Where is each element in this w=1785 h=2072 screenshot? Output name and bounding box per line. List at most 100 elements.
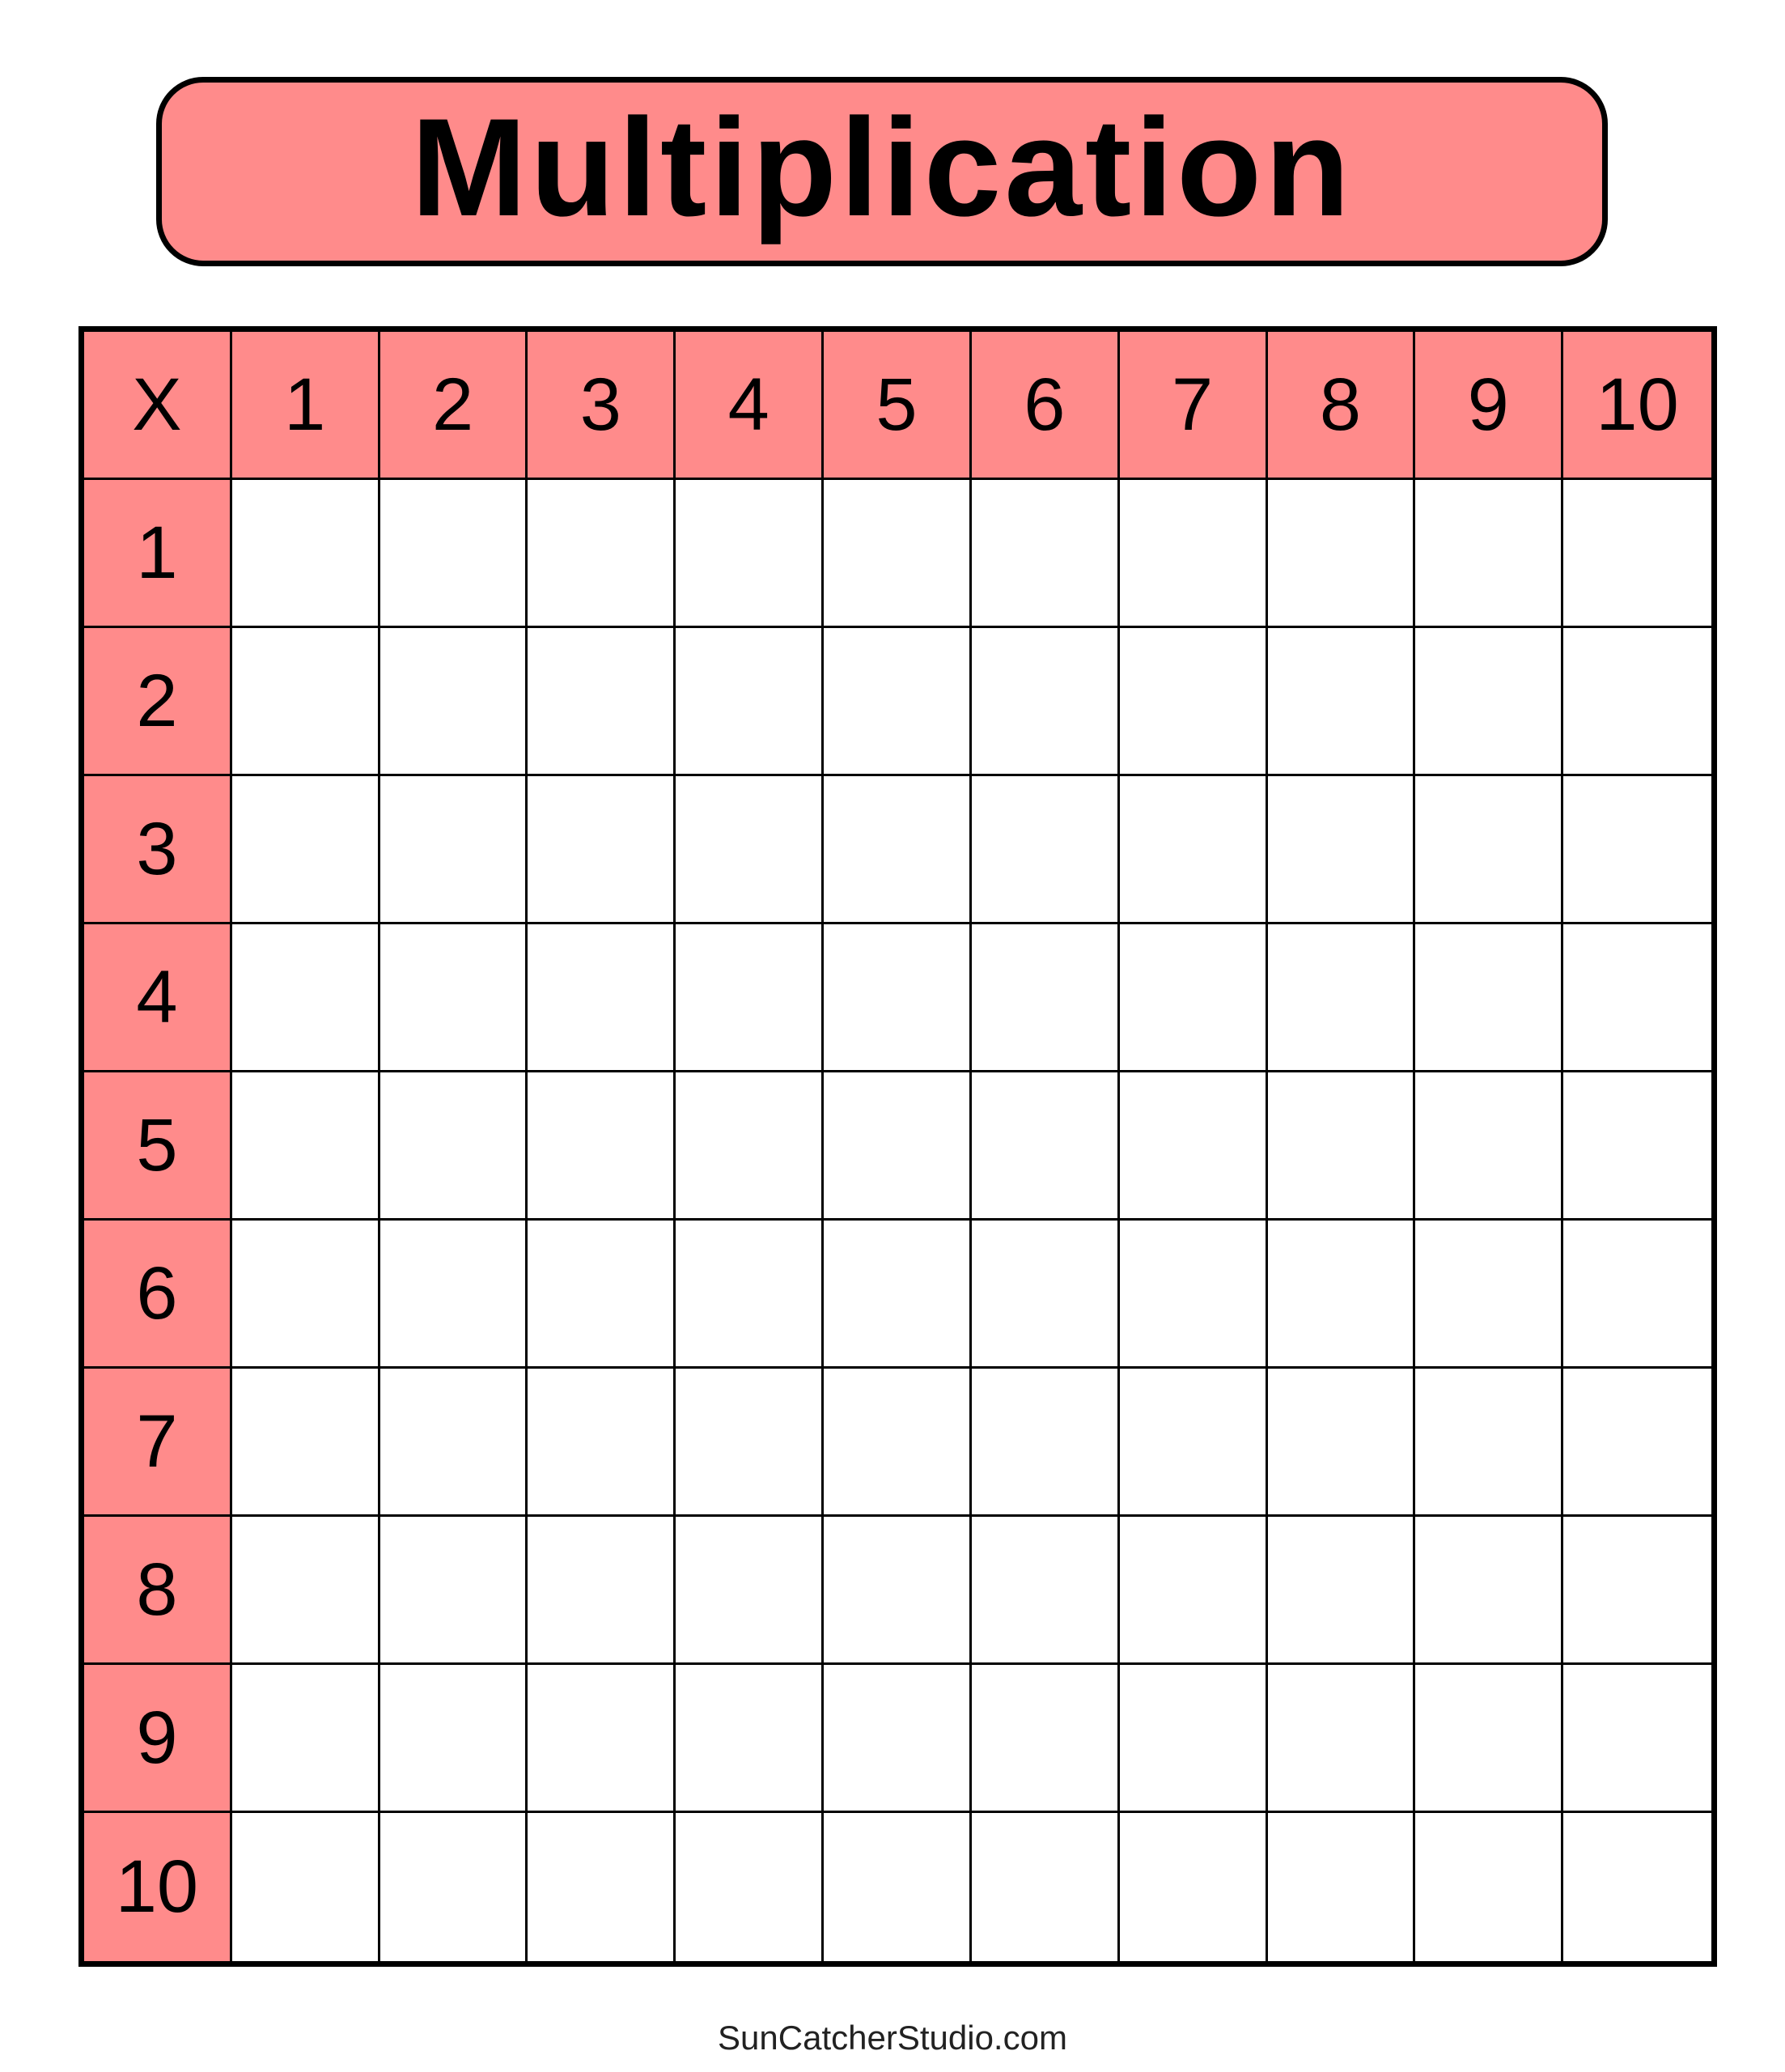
answer-cell[interactable] bbox=[379, 776, 528, 924]
answer-cell[interactable] bbox=[528, 1665, 676, 1813]
answer-cell[interactable] bbox=[1415, 776, 1564, 924]
answer-cell[interactable] bbox=[1267, 1221, 1416, 1369]
answer-cell[interactable] bbox=[1119, 1369, 1268, 1517]
answer-cell[interactable] bbox=[1119, 1665, 1268, 1813]
answer-cell[interactable] bbox=[1563, 1369, 1711, 1517]
answer-cell[interactable] bbox=[1415, 480, 1564, 628]
answer-cell[interactable] bbox=[971, 1221, 1120, 1369]
answer-cell[interactable] bbox=[231, 1665, 380, 1813]
answer-cell[interactable] bbox=[1563, 1517, 1711, 1665]
answer-cell[interactable] bbox=[676, 1369, 825, 1517]
answer-cell[interactable] bbox=[676, 480, 825, 628]
answer-cell[interactable] bbox=[1267, 1665, 1416, 1813]
answer-cell[interactable] bbox=[1267, 776, 1416, 924]
answer-cell[interactable] bbox=[1563, 628, 1711, 776]
answer-cell[interactable] bbox=[1119, 480, 1268, 628]
answer-cell[interactable] bbox=[1415, 1665, 1564, 1813]
answer-cell[interactable] bbox=[971, 1369, 1120, 1517]
answer-cell[interactable] bbox=[1563, 776, 1711, 924]
answer-cell[interactable] bbox=[971, 1813, 1120, 1961]
answer-cell[interactable] bbox=[1415, 1072, 1564, 1221]
answer-cell[interactable] bbox=[1267, 628, 1416, 776]
answer-cell[interactable] bbox=[971, 480, 1120, 628]
answer-cell[interactable] bbox=[676, 1813, 825, 1961]
answer-cell[interactable] bbox=[1563, 1813, 1711, 1961]
answer-cell[interactable] bbox=[1119, 776, 1268, 924]
answer-cell[interactable] bbox=[528, 1813, 676, 1961]
answer-cell[interactable] bbox=[1119, 1517, 1268, 1665]
answer-cell[interactable] bbox=[379, 628, 528, 776]
answer-cell[interactable] bbox=[528, 1369, 676, 1517]
answer-cell[interactable] bbox=[1267, 1369, 1416, 1517]
answer-cell[interactable] bbox=[1415, 628, 1564, 776]
answer-cell[interactable] bbox=[1563, 1665, 1711, 1813]
answer-cell[interactable] bbox=[1415, 924, 1564, 1072]
answer-cell[interactable] bbox=[1267, 1813, 1416, 1961]
answer-cell[interactable] bbox=[824, 1813, 972, 1961]
answer-cell[interactable] bbox=[231, 776, 380, 924]
answer-cell[interactable] bbox=[1119, 1072, 1268, 1221]
answer-cell[interactable] bbox=[379, 1369, 528, 1517]
answer-cell[interactable] bbox=[971, 1517, 1120, 1665]
answer-cell[interactable] bbox=[824, 1517, 972, 1665]
answer-cell[interactable] bbox=[1119, 1221, 1268, 1369]
answer-cell[interactable] bbox=[379, 1072, 528, 1221]
answer-cell[interactable] bbox=[971, 628, 1120, 776]
answer-cell[interactable] bbox=[824, 628, 972, 776]
answer-cell[interactable] bbox=[824, 924, 972, 1072]
answer-cell[interactable] bbox=[231, 924, 380, 1072]
answer-cell[interactable] bbox=[1563, 924, 1711, 1072]
answer-cell[interactable] bbox=[971, 1072, 1120, 1221]
answer-cell[interactable] bbox=[824, 776, 972, 924]
answer-cell[interactable] bbox=[528, 1517, 676, 1665]
answer-cell[interactable] bbox=[379, 1221, 528, 1369]
answer-cell[interactable] bbox=[676, 1517, 825, 1665]
answer-cell[interactable] bbox=[1563, 480, 1711, 628]
answer-cell[interactable] bbox=[824, 1665, 972, 1813]
answer-cell[interactable] bbox=[676, 776, 825, 924]
answer-cell[interactable] bbox=[676, 1665, 825, 1813]
answer-cell[interactable] bbox=[379, 1813, 528, 1961]
answer-cell[interactable] bbox=[379, 924, 528, 1072]
answer-cell[interactable] bbox=[231, 1072, 380, 1221]
answer-cell[interactable] bbox=[231, 1369, 380, 1517]
answer-cell[interactable] bbox=[528, 1221, 676, 1369]
answer-cell[interactable] bbox=[1267, 1517, 1416, 1665]
answer-cell[interactable] bbox=[1563, 1072, 1711, 1221]
answer-cell[interactable] bbox=[1415, 1369, 1564, 1517]
answer-cell[interactable] bbox=[971, 1665, 1120, 1813]
answer-cell[interactable] bbox=[824, 1221, 972, 1369]
answer-cell[interactable] bbox=[231, 480, 380, 628]
answer-cell[interactable] bbox=[379, 1517, 528, 1665]
answer-cell[interactable] bbox=[1563, 1221, 1711, 1369]
answer-cell[interactable] bbox=[528, 480, 676, 628]
answer-cell[interactable] bbox=[379, 480, 528, 628]
answer-cell[interactable] bbox=[676, 924, 825, 1072]
answer-cell[interactable] bbox=[1415, 1813, 1564, 1961]
answer-cell[interactable] bbox=[1267, 480, 1416, 628]
answer-cell[interactable] bbox=[1119, 628, 1268, 776]
answer-cell[interactable] bbox=[971, 924, 1120, 1072]
answer-cell[interactable] bbox=[676, 628, 825, 776]
answer-cell[interactable] bbox=[1415, 1517, 1564, 1665]
answer-cell[interactable] bbox=[379, 1665, 528, 1813]
answer-cell[interactable] bbox=[231, 1517, 380, 1665]
answer-cell[interactable] bbox=[231, 1813, 380, 1961]
answer-cell[interactable] bbox=[528, 924, 676, 1072]
answer-cell[interactable] bbox=[231, 1221, 380, 1369]
answer-cell[interactable] bbox=[1267, 1072, 1416, 1221]
answer-cell[interactable] bbox=[676, 1072, 825, 1221]
answer-cell[interactable] bbox=[1267, 924, 1416, 1072]
answer-cell[interactable] bbox=[528, 628, 676, 776]
answer-cell[interactable] bbox=[824, 1369, 972, 1517]
answer-cell[interactable] bbox=[971, 776, 1120, 924]
answer-cell[interactable] bbox=[1119, 924, 1268, 1072]
answer-cell[interactable] bbox=[1415, 1221, 1564, 1369]
answer-cell[interactable] bbox=[824, 480, 972, 628]
answer-cell[interactable] bbox=[824, 1072, 972, 1221]
answer-cell[interactable] bbox=[528, 1072, 676, 1221]
answer-cell[interactable] bbox=[231, 628, 380, 776]
answer-cell[interactable] bbox=[528, 776, 676, 924]
answer-cell[interactable] bbox=[676, 1221, 825, 1369]
answer-cell[interactable] bbox=[1119, 1813, 1268, 1961]
